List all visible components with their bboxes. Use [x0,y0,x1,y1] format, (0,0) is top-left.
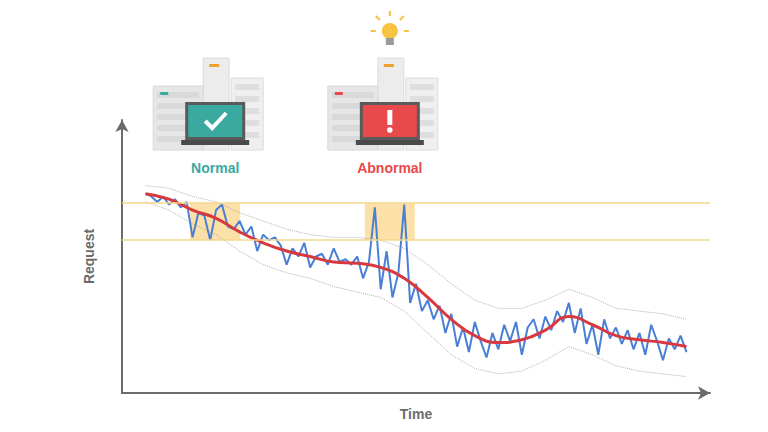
svg-text:Request: Request [81,229,97,285]
svg-text:Abnormal: Abnormal [357,160,422,176]
svg-text:Normal: Normal [191,160,239,176]
svg-text:Time: Time [400,406,433,422]
